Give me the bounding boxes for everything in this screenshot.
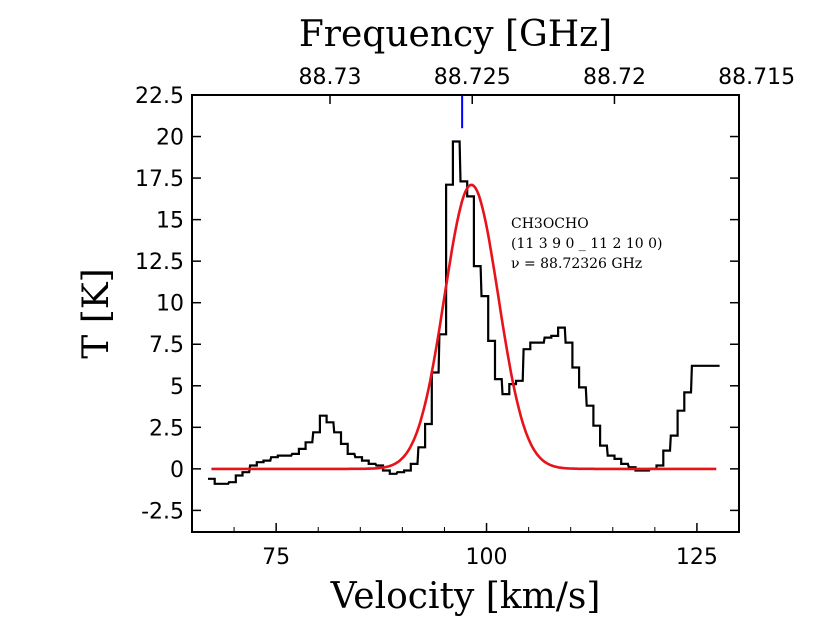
y-tick-label: 15 [156, 209, 184, 234]
observed-spectrum-line [208, 140, 720, 485]
top-axis-title: Frequency [GHz] [299, 14, 612, 55]
y-tick-label: 22.5 [135, 84, 184, 109]
y-tick-label: 12.5 [135, 250, 184, 275]
y-tick-label: 7.5 [149, 333, 184, 358]
annotation-transition: (11 3 9 0 _ 11 2 10 0) [511, 236, 663, 252]
y-tick-label: 0 [170, 458, 184, 483]
annotation-species: CH3OCHO [511, 216, 589, 232]
annotation-frequency: ν = 88.72326 GHz [511, 256, 642, 272]
top-tick-label: 88.715 [718, 65, 795, 90]
top-tick-label: 88.725 [434, 65, 511, 90]
line-annotation: CH3OCHO (11 3 9 0 _ 11 2 10 0) ν = 88.72… [511, 216, 663, 272]
y-tick-label: 2.5 [149, 416, 184, 441]
y-tick-label: 20 [156, 126, 184, 151]
x-tick-label: 125 [676, 545, 718, 570]
top-tick-label: 88.72 [583, 65, 646, 90]
y-axis-title: T [K] [76, 268, 117, 358]
ticks-layer: 75 100 125 -2.5 0 2.5 5 7.5 10 12.5 15 17.5 20 22.5 88… [135, 65, 795, 570]
x-tick-label: 75 [262, 545, 290, 570]
top-tick-label: 88.73 [299, 65, 362, 90]
y-tick-label: 10 [156, 292, 184, 317]
gaussian-fit-line [211, 183, 717, 471]
y-tick-label: -2.5 [141, 499, 184, 524]
y-tick-label: 5 [170, 375, 184, 400]
plot-frame [191, 94, 740, 533]
x-tick-label: 100 [466, 545, 508, 570]
x-axis-title: Velocity [km/s] [330, 576, 601, 617]
y-tick-label: 17.5 [135, 167, 184, 192]
data-layer [208, 95, 720, 485]
